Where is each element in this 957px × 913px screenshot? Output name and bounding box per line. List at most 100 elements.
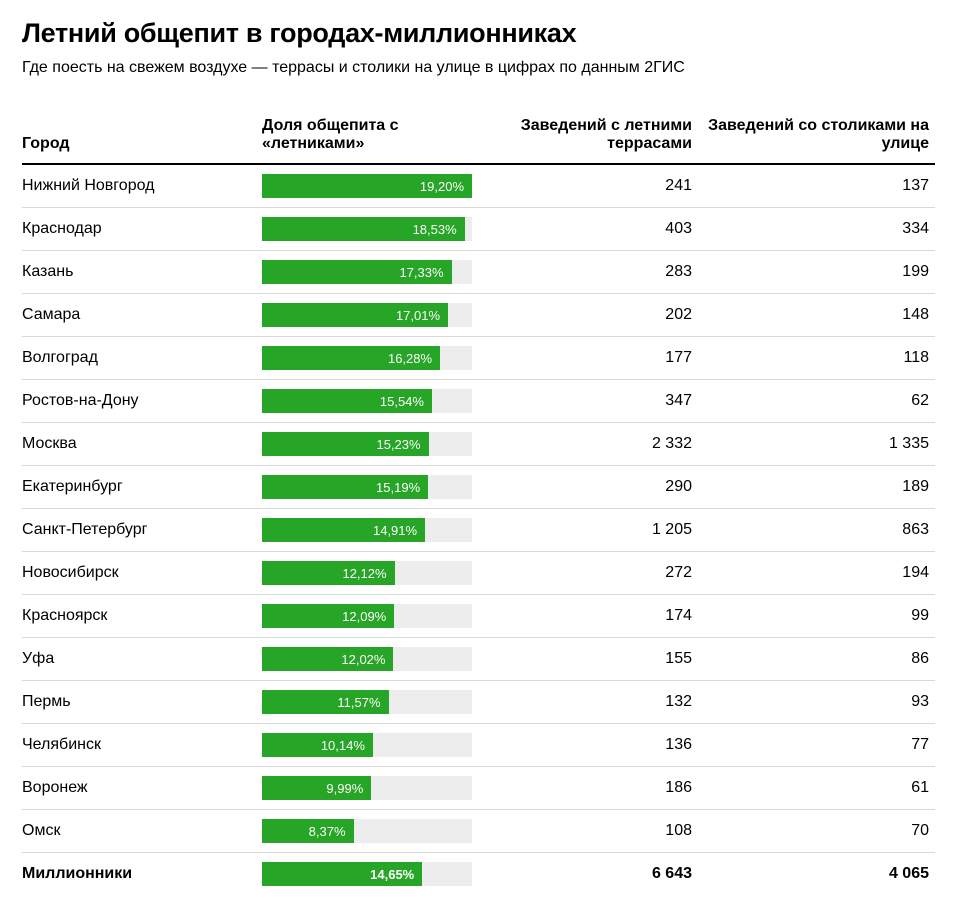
bar-label: 10,14%: [321, 738, 365, 753]
cell-street: 189: [702, 466, 935, 509]
table-row: Уфа12,02%15586: [22, 638, 935, 681]
cell-city: Воронеж: [22, 767, 262, 810]
bar-track: 15,54%: [262, 389, 472, 413]
table-row: Новосибирск12,12%272194: [22, 552, 935, 595]
bar-fill: 15,19%: [262, 475, 428, 499]
cell-city: Екатеринбург: [22, 466, 262, 509]
table-row: Красноярск12,09%17499: [22, 595, 935, 638]
bar-fill: 15,23%: [262, 432, 429, 456]
page-subtitle: Где поесть на свежем воздухе — террасы и…: [22, 59, 935, 77]
bar-fill: 19,20%: [262, 174, 472, 198]
table-row: Санкт-Петербург14,91%1 205863: [22, 509, 935, 552]
bar-label: 15,19%: [376, 480, 420, 495]
cell-terraces: 2 332: [482, 423, 702, 466]
cell-city: Москва: [22, 423, 262, 466]
bar-fill: 14,65%: [262, 862, 422, 886]
bar-fill: 17,01%: [262, 303, 448, 327]
cell-terraces: 290: [482, 466, 702, 509]
cell-share-bar: 12,02%: [262, 638, 482, 681]
cell-share-bar: 8,37%: [262, 810, 482, 853]
cell-street: 137: [702, 164, 935, 208]
bar-label: 17,01%: [396, 308, 440, 323]
table-row: Нижний Новгород 19,20% 241137: [22, 164, 935, 208]
bar-track: 19,20%: [262, 174, 472, 198]
table-row: Челябинск10,14%13677: [22, 724, 935, 767]
cell-terraces: 186: [482, 767, 702, 810]
bar-label: 15,54%: [380, 394, 424, 409]
cell-share-bar: 17,33%: [262, 251, 482, 294]
cell-street: 148: [702, 294, 935, 337]
bar-fill: 12,12%: [262, 561, 395, 585]
table-row: Самара 17,01% 202148: [22, 294, 935, 337]
cell-city: Новосибирск: [22, 552, 262, 595]
cell-city: Уфа: [22, 638, 262, 681]
bar-fill: 15,54%: [262, 389, 432, 413]
cell-terraces: 202: [482, 294, 702, 337]
bar-track: 12,12%: [262, 561, 472, 585]
bar-label: 12,09%: [342, 609, 386, 624]
bar-fill: 14,91%: [262, 518, 425, 542]
bar-track: 17,01%: [262, 303, 472, 327]
cell-city: Краснодар: [22, 208, 262, 251]
bar-fill: 17,33%: [262, 260, 452, 284]
table-row: Волгоград16,28%177118: [22, 337, 935, 380]
table-row: Ростов-на-Дону 15,54% 34762: [22, 380, 935, 423]
cell-terraces: 347: [482, 380, 702, 423]
bar-track: 15,23%: [262, 432, 472, 456]
bar-fill: 18,53%: [262, 217, 465, 241]
bar-track: 10,14%: [262, 733, 472, 757]
bar-label: 12,12%: [342, 566, 386, 581]
bar-label: 18,53%: [413, 222, 457, 237]
bar-track: 11,57%: [262, 690, 472, 714]
cell-street: 118: [702, 337, 935, 380]
bar-label: 8,37%: [309, 824, 346, 839]
cell-terraces: 177: [482, 337, 702, 380]
cell-city: Нижний Новгород: [22, 164, 262, 208]
page-title: Летний общепит в городах-миллионниках: [22, 18, 935, 49]
table-row: Воронеж9,99%18661: [22, 767, 935, 810]
cell-terraces: 283: [482, 251, 702, 294]
cell-street: 77: [702, 724, 935, 767]
cell-city: Омск: [22, 810, 262, 853]
cell-terraces: 241: [482, 164, 702, 208]
table-body: Нижний Новгород 19,20% 241137 Краснодар 18,5…: [22, 164, 935, 895]
bar-track: 12,09%: [262, 604, 472, 628]
col-header-city: Город: [22, 111, 262, 164]
bar-label: 16,28%: [388, 351, 432, 366]
cell-terraces: 155: [482, 638, 702, 681]
cell-share-bar: 9,99%: [262, 767, 482, 810]
cell-share-bar: 14,91%: [262, 509, 482, 552]
bar-track: 16,28%: [262, 346, 472, 370]
cell-street: 93: [702, 681, 935, 724]
cell-street: 1 335: [702, 423, 935, 466]
bar-fill: 9,99%: [262, 776, 371, 800]
cell-share-bar: 16,28%: [262, 337, 482, 380]
bar-track: 17,33%: [262, 260, 472, 284]
table-row: Москва15,23% 2 3321 335: [22, 423, 935, 466]
table-row: Миллионники14,65%6 6434 065: [22, 853, 935, 896]
bar-fill: 12,02%: [262, 647, 393, 671]
bar-label: 19,20%: [420, 179, 464, 194]
bar-track: 15,19%: [262, 475, 472, 499]
cell-terraces: 174: [482, 595, 702, 638]
cell-street: 62: [702, 380, 935, 423]
col-header-terraces: Заведений с летними террасами: [482, 111, 702, 164]
bar-track: 18,53%: [262, 217, 472, 241]
cell-share-bar: 15,54%: [262, 380, 482, 423]
cell-city: Санкт-Петербург: [22, 509, 262, 552]
cell-street: 863: [702, 509, 935, 552]
cell-city: Красноярск: [22, 595, 262, 638]
bar-track: 8,37%: [262, 819, 472, 843]
bar-fill: 11,57%: [262, 690, 389, 714]
cell-city: Ростов-на-Дону: [22, 380, 262, 423]
cell-terraces: 403: [482, 208, 702, 251]
cell-share-bar: 15,19%: [262, 466, 482, 509]
cell-share-bar: 10,14%: [262, 724, 482, 767]
cell-city: Пермь: [22, 681, 262, 724]
cell-city: Самара: [22, 294, 262, 337]
cell-city: Казань: [22, 251, 262, 294]
cell-street: 199: [702, 251, 935, 294]
bar-label: 14,91%: [373, 523, 417, 538]
col-header-share: Доля общепита с «летниками»: [262, 111, 482, 164]
bar-label: 17,33%: [399, 265, 443, 280]
